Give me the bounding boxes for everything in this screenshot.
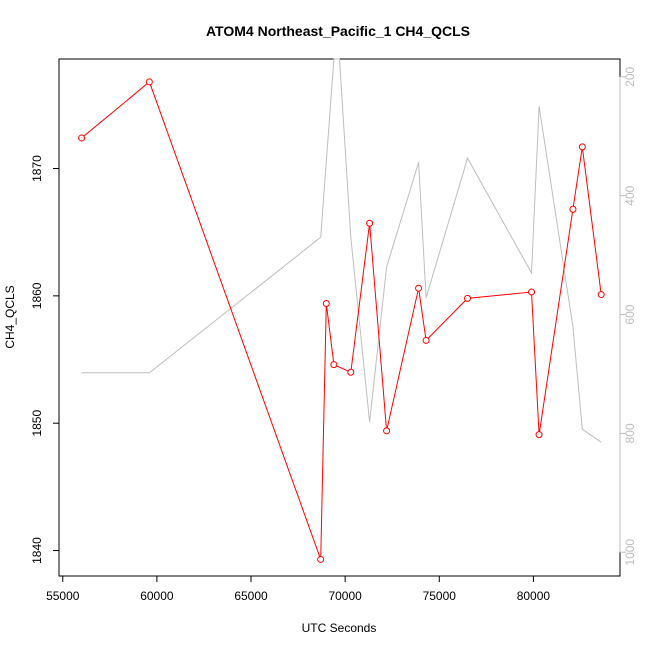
series-layer [78,58,605,563]
y2-tick-label: 1000 [623,539,637,566]
series-line [81,58,602,443]
y-tick-label: 1850 [30,410,44,437]
data-point [528,288,536,296]
y-axis-label: CH4_QCLS [3,285,17,348]
series-line [81,81,602,560]
x-axis: 55000 60000 65000 70000 75000 80000 [46,575,551,603]
data-point [78,134,86,142]
x-axis-label: UTC Seconds [302,621,377,635]
x-tick-label: 80000 [517,589,551,603]
y-axis: 1840 1850 1860 1870 [30,155,60,564]
data-point [569,205,577,213]
y-tick-label: 1870 [30,155,44,182]
data-point [347,368,355,376]
data-point [464,294,472,302]
data-point [145,78,153,86]
x-tick-label: 60000 [140,589,174,603]
y2-tick-label: 800 [623,423,637,443]
y-tick-label: 1860 [30,282,44,309]
plot-area [58,58,621,577]
x-tick-label: 65000 [234,589,268,603]
y2-tick-label: 600 [623,304,637,324]
data-point [322,299,330,307]
data-point [535,431,543,439]
y2-tick-label: 200 [623,66,637,86]
secondary-y-axis: 200 400 600 800 1000 [619,66,637,566]
data-point [578,143,586,151]
data-point [422,336,430,344]
x-tick-label: 70000 [328,589,362,603]
x-tick-label: 75000 [423,589,457,603]
data-point [415,284,423,292]
data-point [383,427,391,435]
data-point [366,219,374,227]
data-point [330,361,338,369]
chart-title: ATOM4 Northeast_Pacific_1 CH4_QCLS [206,23,470,39]
y2-tick-label: 400 [623,185,637,205]
y-tick-label: 1840 [30,537,44,564]
data-point [317,555,325,563]
data-point [597,291,605,299]
x-tick-label: 55000 [46,589,80,603]
